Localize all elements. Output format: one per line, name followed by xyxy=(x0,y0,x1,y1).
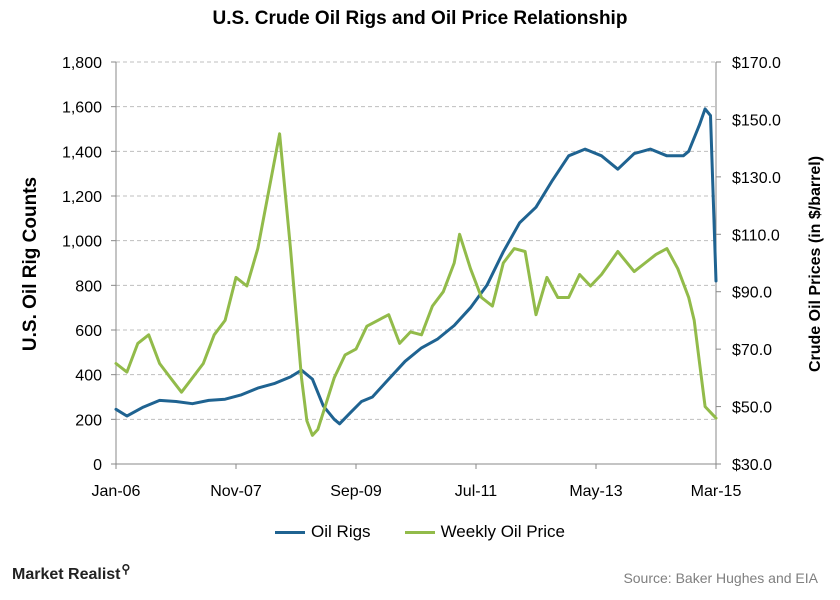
legend-item-oil-price: Weekly Oil Price xyxy=(404,522,565,542)
right-tick-label: $130.0 xyxy=(732,170,781,187)
x-tick-label: Mar-15 xyxy=(691,483,742,500)
right-tick-label: $70.0 xyxy=(732,342,772,359)
left-tick-label: 200 xyxy=(75,412,102,429)
left-axis-title: U.S. Oil Rig Counts xyxy=(20,177,41,351)
legend-swatch-oil-price xyxy=(404,530,435,534)
oil-rigs-line xyxy=(114,107,718,426)
series-lines xyxy=(114,107,718,437)
left-tick-label: 1,800 xyxy=(62,55,102,72)
left-tick-label: 0 xyxy=(93,457,102,474)
right-tick-label: $150.0 xyxy=(732,112,781,129)
x-tick-label: Jul-11 xyxy=(455,483,497,500)
legend-label-oil-price: Weekly Oil Price xyxy=(440,522,565,541)
right-tick-label: $30.0 xyxy=(732,457,772,474)
left-tick-label: 1,200 xyxy=(62,189,102,206)
oil-price-line xyxy=(114,132,718,437)
right-tick-label: $170.0 xyxy=(732,55,781,72)
left-axis-ticks: 0 200 400 600 800 1,000 1,200 1,400 1,600 1,800 xyxy=(62,55,116,474)
right-tick-label: $90.0 xyxy=(732,285,772,302)
x-tick-label: Sep-09 xyxy=(330,483,382,500)
x-tick-label: Nov-07 xyxy=(210,483,262,500)
brand-logo: Market Realist ⚲ xyxy=(12,562,130,584)
right-axis-ticks: $30.0 $50.0 $70.0 $90.0 $110.0 $130.0 $150.0 $1… xyxy=(716,55,781,474)
left-tick-label: 800 xyxy=(75,278,102,295)
left-tick-label: 1,600 xyxy=(62,100,102,117)
right-axis-title: Crude Oil Prices (in $/barrel) xyxy=(807,156,824,372)
chart-svg: 0 200 400 600 800 1,000 1,200 1,400 1,600 1,800 $… xyxy=(20,55,824,500)
legend-item-oil-rigs: Oil Rigs xyxy=(275,522,371,542)
chart-title: U.S. Crude Oil Rigs and Oil Price Relati… xyxy=(212,8,628,29)
legend: Oil Rigs Weekly Oil Price xyxy=(0,522,840,542)
source-note: Source: Baker Hughes and EIA xyxy=(623,570,818,586)
x-tick-label: Jan-06 xyxy=(92,483,141,500)
x-axis-ticks: Jan-06 Nov-07 Sep-09 Jul-11 May-13 Mar-15 xyxy=(92,464,742,500)
gridlines xyxy=(116,61,716,420)
left-tick-label: 400 xyxy=(75,368,102,385)
left-tick-label: 1,400 xyxy=(62,144,102,161)
right-tick-label: $50.0 xyxy=(732,400,772,417)
brand-name: Market Realist xyxy=(12,566,121,583)
right-tick-label: $110.0 xyxy=(732,227,780,244)
x-tick-label: May-13 xyxy=(569,483,622,500)
legend-label-oil-rigs: Oil Rigs xyxy=(311,522,371,541)
left-tick-label: 600 xyxy=(75,323,102,340)
magnifier-icon: ⚲ xyxy=(121,562,131,576)
legend-swatch-oil-rigs xyxy=(275,530,306,534)
left-tick-label: 1,000 xyxy=(62,234,102,251)
